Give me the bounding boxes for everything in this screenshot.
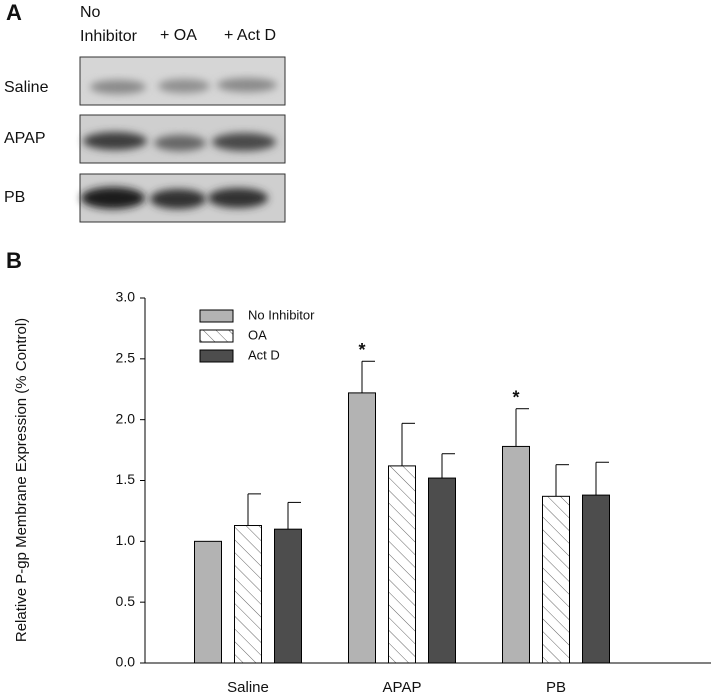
y-tick-label: 2.5 <box>116 350 136 366</box>
annotation: * <box>512 387 519 407</box>
x-tick-label: Saline <box>227 679 269 696</box>
bar <box>428 477 456 664</box>
annotation: * <box>358 340 365 360</box>
y-tick-label: 2.0 <box>116 410 136 426</box>
bar <box>542 495 570 664</box>
bar <box>502 445 530 664</box>
row-label: PB <box>4 189 25 206</box>
blot-row <box>79 173 286 223</box>
bar <box>194 540 222 664</box>
bar <box>348 392 376 664</box>
legend-swatch <box>199 309 234 323</box>
y-tick-label: 0.0 <box>116 654 136 670</box>
bar <box>582 494 610 664</box>
row-label: Saline <box>4 79 49 96</box>
column-header: No <box>80 4 101 21</box>
panel-label: A <box>6 0 22 25</box>
column-header: + Act D <box>224 27 276 44</box>
legend-label: OA <box>248 327 267 342</box>
y-tick-label: 1.0 <box>116 532 136 548</box>
column-header: + OA <box>160 27 197 44</box>
y-axis-label: Relative P-gp Membrane Expression (% Con… <box>13 318 30 642</box>
legend-swatch <box>199 329 234 343</box>
legend-swatch <box>199 349 234 363</box>
y-tick-label: 0.5 <box>116 593 136 609</box>
blot-row <box>79 114 286 164</box>
row-label: APAP <box>4 130 46 147</box>
legend-label: Act D <box>248 347 280 362</box>
panel-label: B <box>6 248 22 273</box>
legend-label: No Inhibitor <box>248 307 315 322</box>
y-tick-label: 3.0 <box>116 289 136 305</box>
bar <box>234 525 262 664</box>
blot-row <box>79 56 286 106</box>
bar <box>274 528 302 664</box>
y-tick-label: 1.5 <box>116 471 136 487</box>
x-tick-label: PB <box>546 679 566 696</box>
column-header: Inhibitor <box>80 28 138 45</box>
bar <box>388 465 416 664</box>
x-tick-label: APAP <box>383 679 422 696</box>
western-blot <box>79 56 286 223</box>
